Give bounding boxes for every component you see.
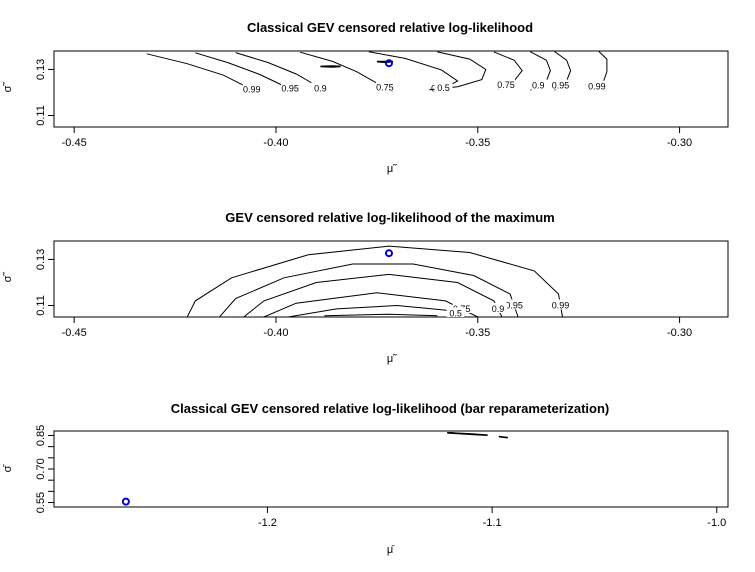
- panel-2-y-label: σ̃: [2, 272, 14, 283]
- panel-2-contour-label: 0.9: [492, 304, 505, 314]
- panel-3-y-tick-label: 0.55: [35, 492, 47, 513]
- panel-1-contour-label: 0.95: [552, 81, 570, 91]
- panel-2-contour-label: 0.99: [552, 300, 570, 310]
- panel-1-contour-label: 0.99: [243, 84, 261, 94]
- panel-3-title: Classical GEV censored relative log-like…: [171, 401, 610, 416]
- panel-3-x-tick-label: -1.2: [258, 517, 277, 529]
- panel-2-mle-point: [384, 249, 393, 258]
- panel-1-title: Classical GEV censored relative log-like…: [247, 20, 533, 35]
- panel-3-small-contour: [498, 435, 508, 439]
- panel-3-x-label: μ̄: [387, 544, 395, 556]
- panel-1-small-contour: [376, 60, 394, 64]
- panel-2-contour-line: [219, 263, 519, 317]
- panel-1-x-label: μ̃: [387, 163, 397, 175]
- panel-2-plot-frame: [53, 240, 729, 318]
- panel-2-contour-line: [263, 292, 479, 317]
- panel-3-y-tick-label: 0.85: [35, 425, 47, 446]
- panel-3-small-contour: [447, 432, 488, 436]
- panel-3: Classical GEV censored relative log-like…: [2, 401, 729, 556]
- panel-2-y-tick-label: 0.11: [35, 295, 47, 316]
- panel-3-y-tick-label: 0.70: [35, 458, 47, 479]
- panel-1-x-tick-label: -0.30: [667, 137, 692, 149]
- panel-2-contour-label: 0.95: [505, 300, 523, 310]
- panel-1-contour-label: 0.75: [497, 80, 515, 90]
- panel-1: Classical GEV censored relative log-like…: [2, 20, 729, 175]
- panel-3-plot-frame: [53, 430, 729, 508]
- panel-1-y-tick-label: 0.11: [35, 105, 47, 126]
- panel-2-contour-label: 0.5: [449, 309, 462, 319]
- panel-1-contour-label: 0.75: [376, 82, 394, 92]
- panel-2-x-tick-label: -0.40: [263, 327, 288, 339]
- panel-2-y-tick-label: 0.13: [35, 249, 47, 270]
- panel-3-mle-point: [121, 497, 130, 506]
- panel-1-marks: -0.45 -0.40 -0.35 -0.30 0.11 0.13 0.99 0.95 0.9 0…: [35, 51, 692, 149]
- panel-1-x-tick-label: -0.40: [263, 137, 288, 149]
- panel-1-contour-line: [429, 51, 487, 91]
- panel-1-contour-label: 0.95: [281, 84, 299, 94]
- panel-2-contour-line: [243, 273, 503, 317]
- panel-1-y-label: σ̃: [2, 82, 14, 93]
- panel-3-y-label: σ̄: [2, 464, 14, 473]
- panel-1-contour-label: 0.9: [532, 81, 545, 91]
- panel-2-contour-line: [186, 245, 563, 317]
- panel-2-contour-line: [288, 304, 466, 317]
- panel-3-marks: -1.2 -1.1 -1.0 0.55 0.70 0.85: [35, 425, 726, 529]
- panel-1-x-tick-label: -0.35: [465, 137, 490, 149]
- panel-2: GEV censored relative log-likelihood of …: [2, 210, 729, 365]
- panel-2-marks: -0.45 -0.40 -0.35 -0.30 0.11 0.13 0.99 0.950.9 0…: [35, 245, 692, 339]
- panel-1-contour-label: 0.99: [588, 82, 606, 92]
- panel-1-x-tick-label: -0.45: [62, 137, 87, 149]
- panel-3-x-tick-label: -1.1: [483, 517, 502, 529]
- panel-2-title: GEV censored relative log-likelihood of …: [225, 210, 554, 225]
- panel-3-x-tick-label: -1.0: [707, 517, 726, 529]
- panel-1-small-contour: [320, 65, 341, 68]
- panel-1-contour-line: [146, 53, 257, 92]
- panel-2-x-label: μ̃: [387, 353, 397, 365]
- panel-2-contour-line: [324, 313, 438, 317]
- panel-2-x-tick-label: -0.30: [667, 327, 692, 339]
- panel-1-plot-frame: [53, 50, 729, 128]
- panel-1-contour-label: 0.5: [437, 83, 450, 93]
- panel-2-x-tick-label: -0.35: [465, 327, 490, 339]
- panel-2-x-tick-label: -0.45: [62, 327, 87, 339]
- panel-1-y-tick-label: 0.13: [35, 59, 47, 80]
- panel-1-mle-point: [384, 59, 393, 68]
- panel-1-contour-label: 0.9: [314, 83, 327, 93]
